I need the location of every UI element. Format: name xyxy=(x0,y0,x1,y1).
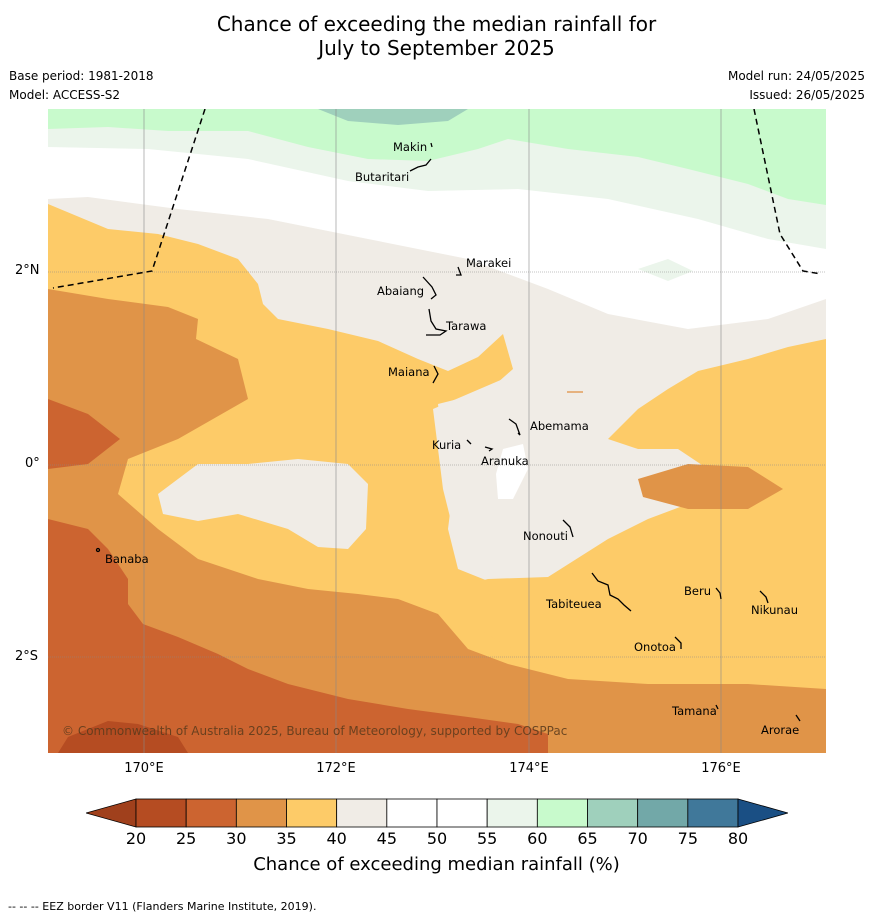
island-labels: Makin Butaritari Marakei Abaiang Tarawa … xyxy=(105,140,799,737)
colorbar-tick-label: 65 xyxy=(577,829,598,848)
colorbar-segment xyxy=(486,798,538,828)
island-label-beru: Beru xyxy=(684,584,711,598)
band-25-30-south xyxy=(48,519,548,753)
lat-label-2n: 2°N xyxy=(15,263,40,278)
meta-left: Base period: 1981-2018 Model: ACCESS-S2 xyxy=(9,69,154,107)
island-label-abaiang: Abaiang xyxy=(377,284,424,298)
copyright-text: © Commonwealth of Australia 2025, Bureau… xyxy=(62,724,568,738)
island-label-aranuka: Aranuka xyxy=(481,454,529,468)
band-40-45-central xyxy=(433,379,538,529)
island-label-tabiteuea: Tabiteuea xyxy=(545,597,602,611)
lon-label-170e: 170°E xyxy=(124,761,164,776)
colorbar-segment xyxy=(336,798,388,828)
island-label-tamana: Tamana xyxy=(671,704,717,718)
model-run: Model run: 24/05/2025 xyxy=(727,69,865,83)
colorbar-segment xyxy=(185,798,237,828)
colorbar-tick-label: 35 xyxy=(276,829,297,848)
colorbar-tick-label: 45 xyxy=(376,829,397,848)
colorbar-tick-label: 30 xyxy=(226,829,247,848)
band-20-25 xyxy=(58,721,188,753)
lat-label-2s: 2°S xyxy=(15,649,39,664)
colorbar-tick-label: 75 xyxy=(677,829,698,848)
meta-right: Model run: 24/05/2025 Issued: 26/05/2025 xyxy=(728,69,865,107)
island-label-nikunau: Nikunau xyxy=(751,603,798,617)
band-30-35-patch xyxy=(303,594,363,621)
band-40-45-inner xyxy=(158,459,368,549)
issued-date: Issued: 26/05/2025 xyxy=(749,88,865,102)
colorbar-segment xyxy=(436,798,488,828)
colorbar-tick-label: 70 xyxy=(627,829,648,848)
island-label-nonouti: Nonouti xyxy=(523,529,568,543)
colorbar-tick-label: 55 xyxy=(476,829,498,848)
colorbar-tick-label: 50 xyxy=(426,829,448,848)
gridlines xyxy=(48,109,826,753)
island-label-makin: Makin xyxy=(393,140,427,154)
title-line-2: July to September 2025 xyxy=(318,36,555,60)
band-25-30-north xyxy=(48,399,120,469)
band-35-40-east xyxy=(448,339,826,689)
island-label-tarawa: Tarawa xyxy=(445,319,486,333)
island-label-maiana: Maiana xyxy=(388,365,430,379)
colorbar xyxy=(86,798,788,828)
island-label-butaritari: Butaritari xyxy=(355,170,409,184)
lon-label-176e: 176°E xyxy=(701,761,741,776)
lat-label-0: 0° xyxy=(25,456,40,471)
island-label-banaba: Banaba xyxy=(105,552,149,566)
colorbar-segment xyxy=(687,798,739,828)
lon-label-174e: 174°E xyxy=(509,761,549,776)
island-label-kuria: Kuria xyxy=(432,438,461,452)
colorbar-label: Chance of exceeding median rainfall (%) xyxy=(253,854,620,875)
eez-border xyxy=(52,109,822,289)
colorbar-tick-label: 80 xyxy=(727,829,749,848)
eez-border-note: -- -- -- EEZ border V11 (Flanders Marine… xyxy=(8,900,317,913)
island-label-onotoa: Onotoa xyxy=(634,640,676,654)
island-label-arorae: Arorae xyxy=(761,723,799,737)
band-55-60-patch xyxy=(638,259,693,281)
band-60-65 xyxy=(48,109,826,205)
colorbar-segment xyxy=(587,798,639,828)
colorbar-segment xyxy=(135,798,187,828)
band-30-35-east xyxy=(638,464,783,509)
model-name: Model: ACCESS-S2 xyxy=(9,88,121,102)
lon-label-172e: 172°E xyxy=(316,761,356,776)
map-svg: Makin Butaritari Marakei Abaiang Tarawa … xyxy=(48,109,826,753)
colorbar-tick-label: 60 xyxy=(527,829,548,848)
colorbar-segment xyxy=(386,798,438,828)
colorbar-segment xyxy=(637,798,689,828)
colorbar-tick-label: 20 xyxy=(125,829,147,848)
colorbar-tick-label: 25 xyxy=(175,829,197,848)
colorbar-arrow-low xyxy=(86,798,137,828)
island-shapes xyxy=(95,142,801,722)
rainfall-map: Makin Butaritari Marakei Abaiang Tarawa … xyxy=(48,109,826,753)
band-30-35 xyxy=(48,289,826,753)
colorbar-segment xyxy=(235,798,287,828)
title-line-1: Chance of exceeding the median rainfall … xyxy=(216,12,657,36)
band-45-50-central xyxy=(496,444,528,499)
band-65-70 xyxy=(318,109,468,125)
chart-title: Chance of exceeding the median rainfall … xyxy=(0,12,873,60)
colorbar-tick-label: 40 xyxy=(326,829,347,848)
colorbar-segment xyxy=(286,798,338,828)
island-label-marakei: Marakei xyxy=(466,256,511,270)
island-label-abemama: Abemama xyxy=(530,419,589,433)
colorbar-arrow-high xyxy=(737,798,788,828)
colorbar-segment xyxy=(536,798,588,828)
base-period: Base period: 1981-2018 xyxy=(9,69,154,83)
